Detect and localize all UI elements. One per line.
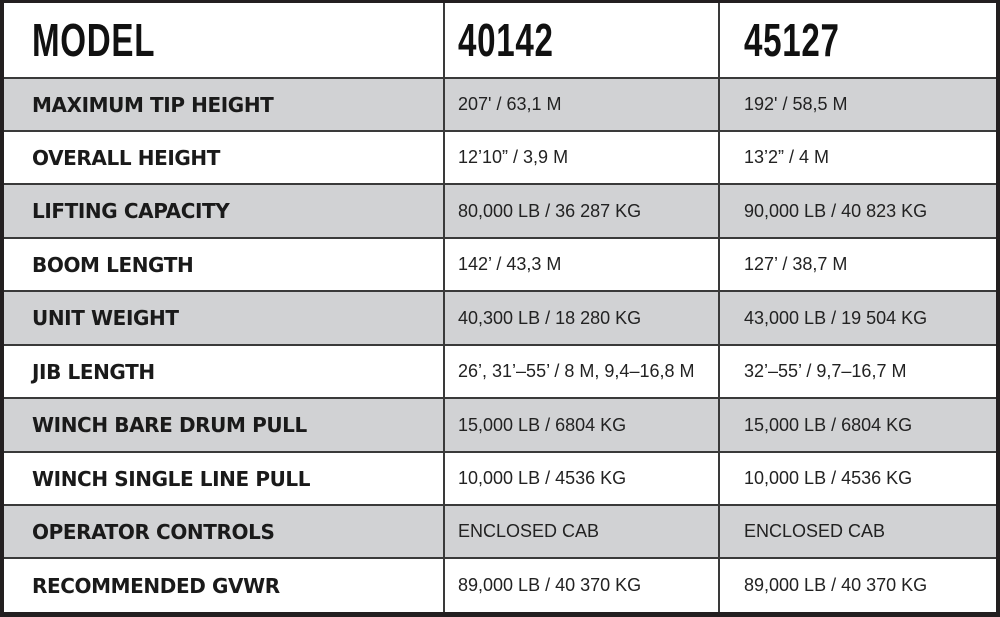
table-row: MAXIMUM TIP HEIGHT 207' / 63,1 M 192' / 58… <box>4 79 996 132</box>
spec-value-model-1: 89,000 LB / 40 370 KG <box>445 559 720 612</box>
spec-value-model-2-text: 89,000 LB / 40 370 KG <box>744 575 928 595</box>
spec-label-text: OPERATOR CONTROLS <box>32 519 275 544</box>
spec-value-model-2-text: 13’2” / 4 M <box>744 147 830 167</box>
spec-value-model-2: 10,000 LB / 4536 KG <box>720 453 996 504</box>
spec-value-model-2-text: 10,000 LB / 4536 KG <box>744 468 913 488</box>
spec-value-model-1-text: 26’, 31’–55’ / 8 M, 9,4–16,8 M <box>458 361 695 381</box>
spec-value-model-1: 15,000 LB / 6804 KG <box>445 399 720 451</box>
spec-label: RECOMMENDED GVWR <box>4 559 445 612</box>
spec-label: OPERATOR CONTROLS <box>4 506 445 557</box>
header-label-text: MODEL <box>32 14 156 66</box>
table-row: JIB LENGTH 26’, 31’–55’ / 8 M, 9,4–16,8 M… <box>4 346 996 399</box>
spec-value-model-1: 10,000 LB / 4536 KG <box>445 453 720 504</box>
spec-value-model-1: ENCLOSED CAB <box>445 506 720 557</box>
spec-value-model-1: 26’, 31’–55’ / 8 M, 9,4–16,8 M <box>445 346 720 397</box>
spec-value-model-1-text: 12’10” / 3,9 M <box>458 147 569 167</box>
spec-label-text: RECOMMENDED GVWR <box>32 573 280 598</box>
spec-label-text: LIFTING CAPACITY <box>32 199 230 223</box>
spec-value-model-2: 90,000 LB / 40 823 KG <box>720 185 996 237</box>
spec-value-model-1: 207' / 63,1 M <box>445 79 720 130</box>
spec-value-model-2-text: 43,000 LB / 19 504 KG <box>744 307 928 328</box>
spec-value-model-1: 142’ / 43,3 M <box>445 239 720 290</box>
spec-value-model-2-text: ENCLOSED CAB <box>744 521 886 541</box>
spec-label-text: BOOM LENGTH <box>32 252 194 277</box>
spec-value-model-2-text: 192' / 58,5 M <box>744 94 848 114</box>
table-row: OPERATOR CONTROLS ENCLOSED CAB ENCLOSED CA… <box>4 506 996 559</box>
spec-label: UNIT WEIGHT <box>4 292 445 344</box>
spec-value-model-2: 127’ / 38,7 M <box>720 239 996 290</box>
spec-value-model-1-text: 207' / 63,1 M <box>458 94 562 114</box>
spec-value-model-1-text: 15,000 LB / 6804 KG <box>458 414 627 435</box>
spec-label-text: UNIT WEIGHT <box>32 306 179 330</box>
header-model-2: 45127 <box>720 3 996 77</box>
spec-value-model-1: 12’10” / 3,9 M <box>445 132 720 183</box>
table-row: LIFTING CAPACITY 80,000 LB / 36 287 KG 90,… <box>4 185 996 239</box>
spec-value-model-1-text: 80,000 LB / 36 287 KG <box>458 200 642 221</box>
spec-value-model-1-text: 142’ / 43,3 M <box>458 254 562 274</box>
header-model-label: MODEL <box>4 3 445 77</box>
spec-value-model-2: 32’–55’ / 9,7–16,7 M <box>720 346 996 397</box>
table-row: WINCH BARE DRUM PULL 15,000 LB / 6804 KG 1… <box>4 399 996 453</box>
spec-label-text: JIB LENGTH <box>32 359 155 384</box>
spec-value-model-1: 40,300 LB / 18 280 KG <box>445 292 720 344</box>
spec-value-model-2: 13’2” / 4 M <box>720 132 996 183</box>
table-row: WINCH SINGLE LINE PULL 10,000 LB / 4536 K… <box>4 453 996 506</box>
spec-label: JIB LENGTH <box>4 346 445 397</box>
header-model-1: 40142 <box>445 3 720 77</box>
table-row: RECOMMENDED GVWR 89,000 LB / 40 370 KG 89,… <box>4 559 996 612</box>
spec-label: WINCH SINGLE LINE PULL <box>4 453 445 504</box>
spec-label: BOOM LENGTH <box>4 239 445 290</box>
table-row: OVERALL HEIGHT 12’10” / 3,9 M 13’2” / 4 M <box>4 132 996 185</box>
spec-label: MAXIMUM TIP HEIGHT <box>4 79 445 130</box>
spec-label: WINCH BARE DRUM PULL <box>4 399 445 451</box>
spec-label-text: MAXIMUM TIP HEIGHT <box>32 92 274 117</box>
spec-value-model-1-text: ENCLOSED CAB <box>458 521 600 541</box>
model-2-text: 45127 <box>744 14 840 66</box>
spec-value-model-2: 15,000 LB / 6804 KG <box>720 399 996 451</box>
spec-value-model-2-text: 127’ / 38,7 M <box>744 254 848 274</box>
header-row: MODEL 40142 45127 <box>4 3 996 79</box>
table-row: UNIT WEIGHT 40,300 LB / 18 280 KG 43,000 L… <box>4 292 996 346</box>
spec-value-model-1-text: 40,300 LB / 18 280 KG <box>458 307 642 328</box>
spec-value-model-2: 192' / 58,5 M <box>720 79 996 130</box>
spec-label-text: WINCH BARE DRUM PULL <box>32 413 307 437</box>
spec-value-model-2-text: 15,000 LB / 6804 KG <box>744 414 913 435</box>
table-row: BOOM LENGTH 142’ / 43,3 M 127’ / 38,7 M <box>4 239 996 292</box>
spec-label: LIFTING CAPACITY <box>4 185 445 237</box>
spec-value-model-2: 89,000 LB / 40 370 KG <box>720 559 996 612</box>
spec-value-model-2-text: 90,000 LB / 40 823 KG <box>744 200 928 221</box>
model-1-text: 40142 <box>458 14 554 66</box>
spec-value-model-2: ENCLOSED CAB <box>720 506 996 557</box>
spec-value-model-1-text: 89,000 LB / 40 370 KG <box>458 575 642 595</box>
spec-value-model-2: 43,000 LB / 19 504 KG <box>720 292 996 344</box>
spec-value-model-2-text: 32’–55’ / 9,7–16,7 M <box>744 361 907 381</box>
spec-label-text: WINCH SINGLE LINE PULL <box>32 466 311 491</box>
spec-label-text: OVERALL HEIGHT <box>32 145 220 170</box>
spec-value-model-1: 80,000 LB / 36 287 KG <box>445 185 720 237</box>
spec-label: OVERALL HEIGHT <box>4 132 445 183</box>
spec-value-model-1-text: 10,000 LB / 4536 KG <box>458 468 627 488</box>
